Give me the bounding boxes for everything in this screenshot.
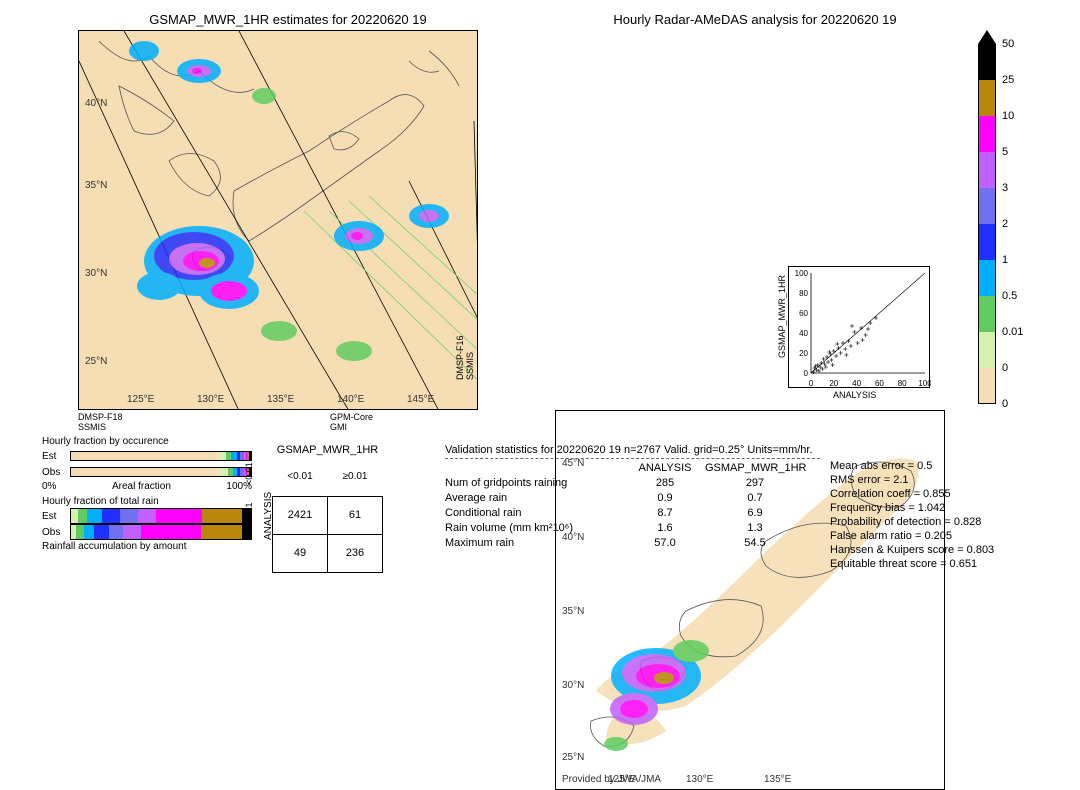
cont-title: GSMAP_MWR_1HR <box>272 444 383 456</box>
sat-center: GPM-Core GMI <box>330 412 373 432</box>
cb-tick: 10 <box>1002 110 1014 122</box>
contingency-table: <0.01≥0.01 242161 49236 <box>272 458 383 573</box>
scatter-plot: 00 20 20 40 40 60 60 80 80 100 100 <box>788 266 930 388</box>
sat-right: DMSP-F16 SSMIS <box>455 335 475 380</box>
bars-title1: Hourly fraction by occurence <box>42 436 252 447</box>
validation-row: Maximum rain57.054.5 <box>445 537 820 549</box>
bar-obs-occ: Obs <box>42 465 252 479</box>
metric-row: RMS error = 2.1 <box>830 474 1070 486</box>
ytick: 25°N <box>85 356 107 367</box>
metric-row: Hanssen & Kuipers score = 0.803 <box>830 544 1070 556</box>
cont-rowlabel: ANALYSIS <box>263 492 274 540</box>
cb-tick: 0.5 <box>1002 290 1017 302</box>
svg-text:80: 80 <box>799 289 808 298</box>
svg-text:0: 0 <box>804 369 809 378</box>
left-map-title: GSMAP_MWR_1HR estimates for 20220620 19 <box>78 12 498 27</box>
xtick: 130°E <box>686 774 713 785</box>
cb-tick: 3 <box>1002 182 1008 194</box>
val-col2: GSMAP_MWR_1HR <box>705 462 805 474</box>
svg-text:20: 20 <box>799 349 808 358</box>
cont-rh0: <0.01 <box>244 462 254 485</box>
bars-title3: Rainfall accumulation by amount <box>42 541 252 552</box>
metric-row: Frequency bias = 1.042 <box>830 502 1070 514</box>
scatter-xlabel: ANALYSIS <box>833 390 876 400</box>
ytick: 35°N <box>85 180 107 191</box>
xtick: 145°E <box>407 394 434 405</box>
left-map: 25°N 30°N 35°N 40°N 125°E 130°E 135°E 14… <box>78 30 478 410</box>
ytick: 40°N <box>85 98 107 109</box>
cont-c01: 61 <box>328 496 383 534</box>
validation-row: Num of gridpoints raining285297 <box>445 477 820 489</box>
cb-tick: 2 <box>1002 218 1008 230</box>
metric-row: Mean abs error = 0.5 <box>830 460 1070 472</box>
svg-text:60: 60 <box>875 379 884 388</box>
metrics-block: Mean abs error = 0.5 RMS error = 2.1 Corre… <box>830 458 1070 572</box>
provider: Provided by JWA/JMA <box>562 774 661 785</box>
ytick: 30°N <box>85 268 107 279</box>
svg-text:40: 40 <box>852 379 861 388</box>
validation-title: Validation statistics for 20220620 19 n=… <box>445 444 820 459</box>
cb-tick: 5 <box>1002 146 1008 158</box>
val-col1: ANALYSIS <box>625 462 705 474</box>
xtick: 135°E <box>764 774 791 785</box>
validation-row: Average rain0.90.7 <box>445 492 820 504</box>
xtick: 140°E <box>337 394 364 405</box>
cont-rh1: ≥0.01 <box>244 503 254 525</box>
cont-ch1: ≥0.01 <box>328 458 383 496</box>
scatter-ylabel: GSMAP_MWR_1HR <box>777 275 787 358</box>
cb-tick: 1 <box>1002 254 1008 266</box>
xtick: 125°E <box>127 394 154 405</box>
metric-row: Equitable threat score = 0.651 <box>830 558 1070 570</box>
bars-title2: Hourly fraction of total rain <box>42 496 252 507</box>
ytick: 30°N <box>562 680 584 691</box>
svg-text:100: 100 <box>795 269 809 278</box>
svg-text:20: 20 <box>829 379 838 388</box>
bar-est-tot: Est <box>42 509 252 523</box>
cb-tick: 50 <box>1002 38 1014 50</box>
validation-row: Rain volume (mm km²10⁶)1.61.3 <box>445 522 820 534</box>
svg-text:60: 60 <box>799 309 808 318</box>
bar-est-occ: Est <box>42 449 252 463</box>
right-map-title: Hourly Radar-AMeDAS analysis for 2022062… <box>555 12 955 27</box>
metric-row: Correlation coeff = 0.855 <box>830 488 1070 500</box>
metric-row: Probability of detection = 0.828 <box>830 516 1070 528</box>
xtick: 135°E <box>267 394 294 405</box>
bar-xmin: 0% <box>42 481 56 492</box>
cb-tick: 0 <box>1002 362 1008 374</box>
cont-c10: 49 <box>273 534 328 572</box>
cont-ch0: <0.01 <box>273 458 328 496</box>
cont-c11: 236 <box>328 534 383 572</box>
ytick: 25°N <box>562 752 584 763</box>
validation-row: Conditional rain8.76.9 <box>445 507 820 519</box>
svg-text:0: 0 <box>809 379 814 388</box>
cb-tick: 25 <box>1002 74 1014 86</box>
xtick: 130°E <box>197 394 224 405</box>
svg-text:40: 40 <box>799 329 808 338</box>
sat-left: DMSP-F18 SSMIS <box>78 412 123 432</box>
colorbar: 50251053210.50.0100 <box>978 30 996 410</box>
svg-text:80: 80 <box>898 379 907 388</box>
metric-row: False alarm ratio = 0.205 <box>830 530 1070 542</box>
cont-c00: 2421 <box>273 496 328 534</box>
cb-tick: 0.01 <box>1002 326 1023 338</box>
svg-text:100: 100 <box>918 379 931 388</box>
bar-xaxis: Areal fraction <box>112 481 171 492</box>
bar-obs-tot: Obs <box>42 525 252 539</box>
